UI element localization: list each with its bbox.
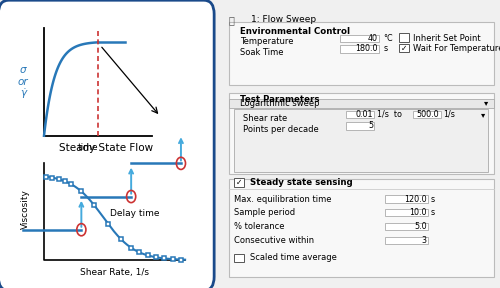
Text: 5.0: 5.0 bbox=[414, 222, 427, 231]
FancyBboxPatch shape bbox=[234, 109, 488, 172]
Text: Max. equilibration time: Max. equilibration time bbox=[234, 194, 332, 204]
Text: σ
or
γ̇: σ or γ̇ bbox=[18, 65, 28, 98]
Text: 500.0: 500.0 bbox=[416, 110, 440, 119]
FancyBboxPatch shape bbox=[399, 44, 408, 52]
Text: ✓: ✓ bbox=[236, 178, 242, 187]
Text: Wait For Temperature: Wait For Temperature bbox=[413, 44, 500, 53]
Text: Environmental Control: Environmental Control bbox=[240, 27, 350, 36]
FancyBboxPatch shape bbox=[385, 223, 428, 230]
Text: Shear Rate, 1/s: Shear Rate, 1/s bbox=[80, 268, 149, 277]
Text: Temperature: Temperature bbox=[240, 37, 294, 46]
Text: 1/s  to: 1/s to bbox=[376, 110, 402, 119]
Text: 5: 5 bbox=[368, 121, 373, 130]
Text: s: s bbox=[384, 44, 388, 53]
FancyBboxPatch shape bbox=[228, 22, 494, 85]
FancyBboxPatch shape bbox=[234, 178, 244, 187]
Text: Consecutive within: Consecutive within bbox=[234, 236, 314, 245]
Text: Delay time: Delay time bbox=[110, 209, 160, 218]
FancyBboxPatch shape bbox=[385, 195, 428, 203]
Text: s: s bbox=[430, 208, 434, 217]
Text: Steady state sensing: Steady state sensing bbox=[250, 178, 352, 187]
FancyBboxPatch shape bbox=[385, 209, 428, 217]
Text: ✓: ✓ bbox=[400, 43, 407, 53]
Text: Steady State Flow: Steady State Flow bbox=[59, 143, 154, 153]
Text: Logarithmic sweep: Logarithmic sweep bbox=[240, 98, 320, 108]
FancyBboxPatch shape bbox=[399, 33, 408, 42]
Text: % tolerance: % tolerance bbox=[234, 222, 284, 231]
Text: Inherit Set Point: Inherit Set Point bbox=[413, 34, 480, 43]
Text: 10.0: 10.0 bbox=[410, 208, 427, 217]
Text: 120.0: 120.0 bbox=[404, 194, 427, 204]
Text: s: s bbox=[430, 194, 434, 204]
FancyBboxPatch shape bbox=[228, 99, 494, 107]
FancyBboxPatch shape bbox=[346, 122, 374, 130]
Text: 1/s: 1/s bbox=[443, 110, 455, 119]
FancyBboxPatch shape bbox=[228, 179, 494, 277]
Text: ▾: ▾ bbox=[481, 110, 486, 119]
FancyBboxPatch shape bbox=[340, 35, 380, 42]
FancyBboxPatch shape bbox=[228, 93, 494, 175]
Text: Test Parameters: Test Parameters bbox=[240, 95, 320, 104]
FancyBboxPatch shape bbox=[346, 111, 374, 118]
Text: 0.01: 0.01 bbox=[356, 110, 373, 119]
Text: 180.0: 180.0 bbox=[356, 44, 378, 53]
FancyBboxPatch shape bbox=[0, 0, 214, 288]
FancyBboxPatch shape bbox=[413, 111, 440, 118]
Text: °C: °C bbox=[384, 34, 393, 43]
Text: Shear rate: Shear rate bbox=[242, 113, 287, 123]
Text: Scaled time average: Scaled time average bbox=[250, 253, 336, 262]
Text: 40: 40 bbox=[368, 34, 378, 43]
Text: Points per decade: Points per decade bbox=[242, 125, 318, 134]
Text: Soak Time: Soak Time bbox=[240, 48, 284, 57]
FancyBboxPatch shape bbox=[340, 45, 380, 53]
Text: ▾: ▾ bbox=[484, 98, 488, 108]
Text: Sample period: Sample period bbox=[234, 208, 296, 217]
FancyBboxPatch shape bbox=[234, 254, 244, 262]
Text: time: time bbox=[78, 143, 98, 151]
Text: Viscosity: Viscosity bbox=[21, 189, 30, 229]
Text: Ⓘ: Ⓘ bbox=[228, 16, 234, 25]
Text: 3: 3 bbox=[422, 236, 427, 245]
FancyBboxPatch shape bbox=[385, 237, 428, 244]
Text: 1: Flow Sweep: 1: Flow Sweep bbox=[251, 16, 316, 24]
